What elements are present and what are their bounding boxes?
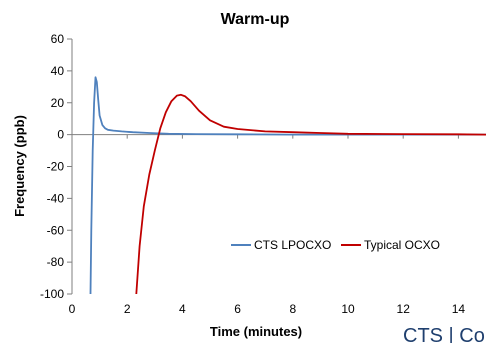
y-tick-label: 40 — [51, 64, 65, 78]
x-tick-label: 14 — [452, 302, 466, 316]
x-axis-label: Time (minutes) — [210, 324, 302, 339]
y-axis-ticks: -100 -80 -60 -40 -20 0 20 40 60 — [40, 32, 72, 301]
legend-label: Typical OCXO — [364, 238, 440, 252]
y-tick-label: 0 — [57, 128, 64, 142]
x-tick-label: 6 — [234, 302, 241, 316]
watermark-text: CTS | Co — [403, 325, 485, 343]
legend: CTS LPOCXO Typical OCXO — [231, 238, 440, 252]
chart-title: Warm-up — [221, 11, 290, 28]
x-tick-label: 12 — [397, 302, 411, 316]
x-tick-label: 4 — [179, 302, 186, 316]
y-tick-label: -20 — [47, 160, 65, 174]
x-tick-label: 0 — [69, 302, 76, 316]
series-group — [89, 76, 486, 295]
y-tick-label: 60 — [51, 32, 65, 46]
y-axis-label: Frequency (ppb) — [12, 115, 27, 217]
y-tick-label: 20 — [51, 96, 65, 110]
x-tick-label: 2 — [124, 302, 131, 316]
y-tick-label: -80 — [47, 255, 65, 269]
series-line-typical-ocxo — [135, 93, 486, 295]
legend-label: CTS LPOCXO — [254, 238, 331, 252]
series-line-cts-lpocxo — [89, 76, 486, 295]
x-tick-label: 8 — [289, 302, 296, 316]
y-tick-label: -60 — [47, 223, 65, 237]
y-tick-label: -40 — [47, 191, 65, 205]
x-axis-ticks: 0 2 4 6 8 10 12 14 — [69, 134, 466, 316]
x-tick-label: 10 — [341, 302, 355, 316]
y-tick-label: -100 — [40, 287, 64, 301]
